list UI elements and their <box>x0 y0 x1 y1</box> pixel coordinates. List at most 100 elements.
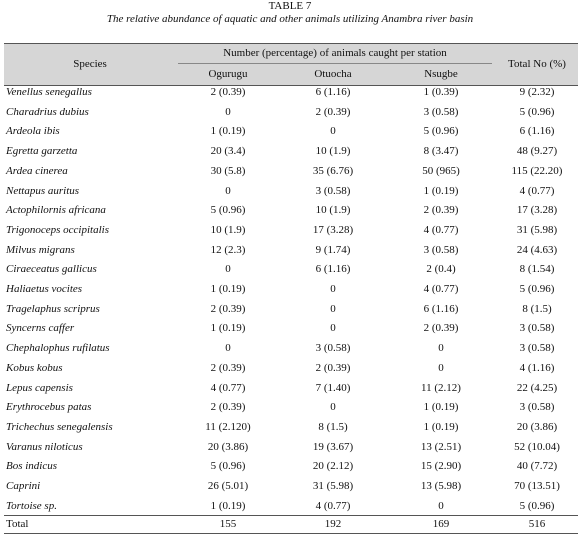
data-cell: 1 (0.19) <box>210 283 246 295</box>
species-cell: Actophilornis africana <box>6 204 106 217</box>
data-cell: 3 (0.58) <box>423 243 459 256</box>
data-cell: 2 (0.39) <box>210 86 246 98</box>
species-cell: Ardeola ibis <box>6 125 60 138</box>
total-cell: 516 <box>528 518 546 530</box>
species-cell: Varanus niloticus <box>6 440 83 453</box>
data-cell: 4 (0.77) <box>210 381 246 394</box>
data-cell: 0 <box>330 283 336 295</box>
data-cell: 2 (0.39) <box>423 204 459 217</box>
data-cell: 2 (0.39) <box>210 361 246 374</box>
species-cell: Ardea cinerea <box>6 164 68 177</box>
species-cell: Syncerns caffer <box>6 322 75 335</box>
data-cell: 8 (3.47) <box>423 145 459 158</box>
column-header: Nsugbe <box>424 68 458 80</box>
species-cell: Lepus capensis <box>6 381 73 394</box>
data-cell: 50 (965) <box>422 164 460 177</box>
species-cell: Kobus kobus <box>6 361 63 374</box>
data-cell: 0 <box>330 302 336 315</box>
species-cell: Caprini <box>6 480 41 492</box>
data-cell: 48 (9.27) <box>516 145 558 158</box>
data-cell: 2 (0.39) <box>315 361 351 374</box>
data-cell: 8 (1.54) <box>519 263 555 276</box>
data-cell: 4 (1.16) <box>519 361 555 374</box>
data-cell: 5 (0.96) <box>210 204 246 217</box>
species-cell: Trigonoceps occipitalis <box>6 223 109 236</box>
column-header: Species <box>73 58 107 70</box>
data-cell: 1 (0.19) <box>210 322 246 335</box>
data-cell: 9 (1.74) <box>315 243 351 256</box>
data-cell: 6 (1.16) <box>315 86 351 98</box>
column-header: Otuocha <box>314 68 352 80</box>
data-cell: 40 (7.72) <box>516 460 558 473</box>
species-cell: Ciraeceatus gallicus <box>6 263 97 276</box>
data-cell: 2 (0.39) <box>315 105 351 118</box>
data-cell: 3 (0.58) <box>519 401 555 414</box>
table-caption: The relative abundance of aquatic and ot… <box>106 13 474 25</box>
data-cell: 52 (10.04) <box>514 440 560 453</box>
data-cell: 5 (0.96) <box>519 499 555 512</box>
column-group-header: Number (percentage) of animals caught pe… <box>223 47 447 59</box>
data-cell: 2 (0.39) <box>210 302 246 315</box>
species-cell: Milvus migrans <box>6 243 75 256</box>
data-cell: 9 (2.32) <box>519 86 555 98</box>
species-cell: Haliaetus vocites <box>6 283 83 295</box>
data-cell: 4 (0.77) <box>519 184 555 197</box>
data-cell: 10 (1.9) <box>210 223 246 236</box>
data-cell: 35 (6.76) <box>312 164 354 177</box>
data-cell: 1 (0.39) <box>423 86 459 98</box>
table-title: TABLE 7 <box>268 0 312 12</box>
data-cell: 6 (1.16) <box>315 263 351 276</box>
data-cell: 1 (0.19) <box>423 420 459 433</box>
data-cell: 0 <box>225 342 231 355</box>
species-cell: Trichechus senegalensis <box>6 420 113 433</box>
data-cell: 20 (2.12) <box>312 460 354 473</box>
species-cell: Erythrocebus patas <box>6 401 92 414</box>
data-cell: 0 <box>225 263 231 276</box>
data-cell: 8 (1.5) <box>522 302 552 315</box>
data-cell: 0 <box>225 105 231 118</box>
data-cell: 17 (3.28) <box>516 204 558 217</box>
data-cell: 7 (1.40) <box>315 381 351 394</box>
data-cell: 5 (0.96) <box>519 105 555 118</box>
data-cell: 1 (0.19) <box>210 499 246 512</box>
data-cell: 6 (1.16) <box>423 302 459 315</box>
data-cell: 22 (4.25) <box>516 381 558 394</box>
data-cell: 24 (4.63) <box>516 243 558 256</box>
data-cell: 0 <box>438 499 444 512</box>
data-cell: 5 (0.96) <box>423 125 459 138</box>
data-cell: 5 (0.96) <box>210 460 246 473</box>
data-cell: 20 (3.86) <box>516 420 558 433</box>
data-cell: 6 (1.16) <box>519 125 555 138</box>
column-header: Ogurugu <box>208 68 248 80</box>
data-cell: 70 (13.51) <box>514 480 560 492</box>
data-cell: 3 (0.58) <box>315 342 351 355</box>
data-cell: 1 (0.19) <box>423 184 459 197</box>
data-cell: 5 (0.96) <box>519 283 555 295</box>
species-cell: Nettapus auritus <box>6 184 80 197</box>
data-cell: 2 (0.39) <box>423 322 459 335</box>
data-cell: 4 (0.77) <box>423 223 459 236</box>
data-cell: 4 (0.77) <box>315 499 351 512</box>
data-cell: 11 (2.120) <box>205 420 251 433</box>
species-cell: Bos indicus <box>6 460 58 473</box>
data-cell: 10 (1.9) <box>315 145 351 158</box>
data-cell: 31 (5.98) <box>516 223 558 236</box>
data-cell: 3 (0.58) <box>519 322 555 335</box>
data-cell: 12 (2.3) <box>210 243 246 256</box>
data-cell: 11 (2.12) <box>421 381 461 394</box>
data-cell: 17 (3.28) <box>312 223 354 236</box>
data-cell: 2 (0.39) <box>210 401 246 414</box>
data-cell: 0 <box>438 342 444 355</box>
data-cell: 31 (5.98) <box>312 480 354 492</box>
species-cell: Egretta garzetta <box>6 145 78 158</box>
data-cell: 2 (0.4) <box>426 263 456 276</box>
data-cell: 4 (0.77) <box>423 283 459 295</box>
data-cell: 0 <box>438 361 444 374</box>
data-cell: 20 (3.86) <box>207 440 249 453</box>
data-cell: 15 (2.90) <box>420 460 462 473</box>
total-cell: 192 <box>324 518 342 530</box>
header-background <box>4 43 578 85</box>
data-cell: 1 (0.19) <box>210 125 246 138</box>
rule <box>4 515 578 516</box>
